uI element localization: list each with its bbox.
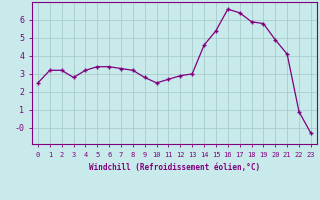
- X-axis label: Windchill (Refroidissement éolien,°C): Windchill (Refroidissement éolien,°C): [89, 163, 260, 172]
